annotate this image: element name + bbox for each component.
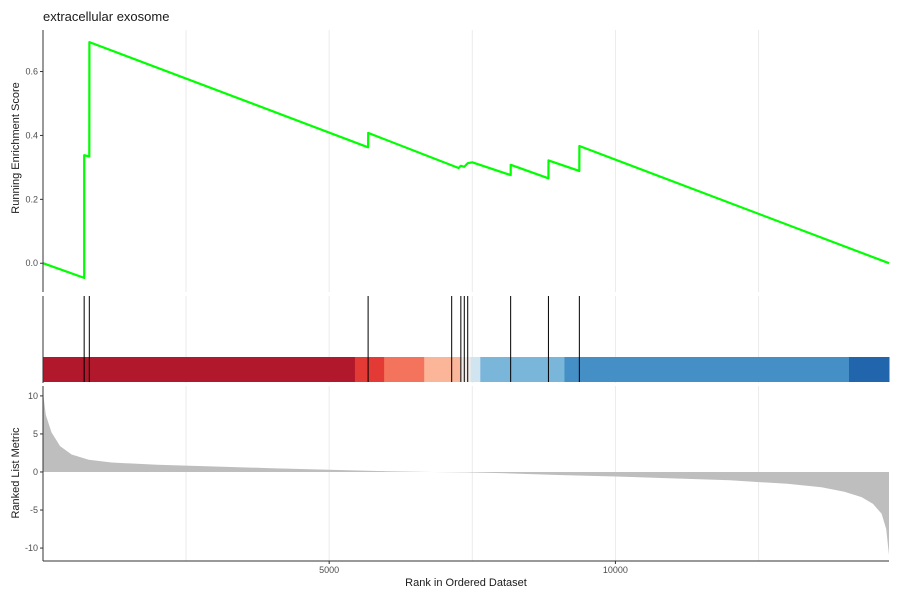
gridlines bbox=[185, 30, 760, 561]
color-bar-segment bbox=[470, 357, 481, 382]
metric-y-tick-label: 0 bbox=[33, 467, 38, 477]
x-axis-label: Rank in Ordered Dataset bbox=[405, 577, 527, 589]
color-bar-segment bbox=[384, 357, 425, 382]
es-y-tick-label: 0.6 bbox=[25, 67, 38, 77]
color-bar-segment bbox=[43, 357, 356, 382]
color-bar-segment bbox=[424, 357, 461, 382]
enrichment-score-panel bbox=[42, 41, 890, 279]
metric-y-axis-label: Ranked List Metric bbox=[10, 427, 22, 519]
ranked-metric-panel bbox=[43, 392, 889, 555]
es-y-axis-label: Running Enrichment Score bbox=[10, 82, 22, 213]
color-bar-segment bbox=[354, 357, 385, 382]
chart-title: extracellular exosome bbox=[43, 9, 170, 24]
axes: 0.0 0.2 0.4 0.6 10 5 0 -5 -10 5000 10000 bbox=[25, 30, 889, 575]
metric-y-tick-label: -10 bbox=[25, 543, 38, 553]
x-tick-label: 10000 bbox=[603, 565, 628, 575]
es-y-tick-label: 0.4 bbox=[25, 130, 38, 140]
gene-hit-panel bbox=[43, 296, 890, 382]
metric-y-tick-label: 5 bbox=[33, 429, 38, 439]
es-y-tick-label: 0.2 bbox=[25, 194, 38, 204]
es-y-tick-label: 0.0 bbox=[25, 258, 38, 268]
metric-y-tick-label: 10 bbox=[28, 391, 38, 401]
x-tick-label: 5000 bbox=[319, 565, 339, 575]
metric-y-tick-label: -5 bbox=[30, 505, 38, 515]
es-line bbox=[42, 41, 890, 279]
ranked-metric-area bbox=[43, 392, 889, 555]
color-bar-segment bbox=[460, 357, 472, 382]
color-bar-segment bbox=[564, 357, 850, 382]
color-bar-segment bbox=[848, 357, 890, 382]
color-bar-segment bbox=[480, 357, 565, 382]
